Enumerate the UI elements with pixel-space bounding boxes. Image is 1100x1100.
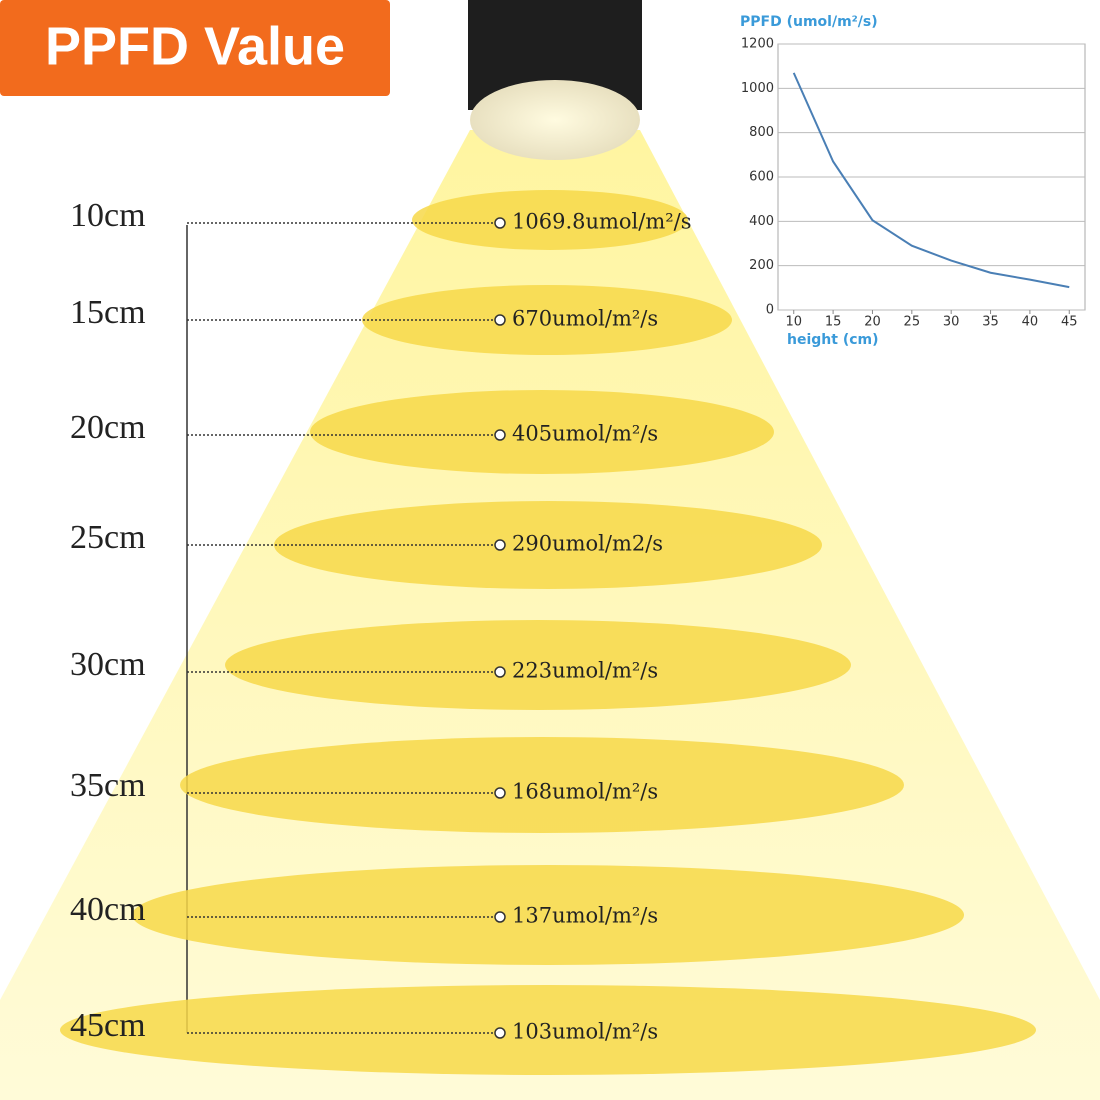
y-tick-label: 800 (749, 125, 774, 140)
light-spot (180, 737, 904, 833)
height-label: 45cm (70, 1007, 146, 1044)
marker (494, 1027, 506, 1039)
y-tick-label: 0 (766, 303, 774, 318)
light-cone (0, 130, 1100, 1100)
reading: 670umol/m²/s (512, 307, 658, 331)
height-label: 20cm (70, 409, 146, 446)
x-tick-label: 40 (1022, 315, 1039, 330)
y-tick-label: 600 (749, 170, 774, 185)
height-label: 30cm (70, 646, 146, 683)
title: PPFD Value (45, 16, 345, 76)
height-label: 15cm (70, 294, 146, 331)
light-spot (225, 620, 851, 710)
marker (494, 539, 506, 551)
x-tick-label: 10 (785, 315, 802, 330)
x-tick-label: 15 (825, 315, 842, 330)
marker (494, 787, 506, 799)
reading: 137umol/m²/s (512, 904, 658, 928)
reading: 223umol/m²/s (512, 659, 658, 683)
light-spot (362, 285, 732, 355)
height-label: 35cm (70, 767, 146, 804)
x-tick-label: 25 (904, 315, 921, 330)
y-tick-label: 200 (749, 258, 774, 273)
marker (494, 429, 506, 441)
y-tick-label: 1000 (741, 81, 774, 96)
y-tick-label: 400 (749, 214, 774, 229)
reading: 1069.8umol/m²/s (512, 210, 692, 234)
light-spot (132, 865, 964, 965)
height-label: 10cm (70, 197, 146, 234)
data-line (792, 72, 1070, 289)
reading: 168umol/m²/s (512, 780, 658, 804)
y-axis-title: PPFD (umol/m²/s) (740, 14, 878, 30)
title-badge (0, 0, 390, 96)
reading: 405umol/m²/s (512, 422, 658, 446)
reading: 103umol/m²/s (512, 1020, 658, 1044)
height-label: 40cm (70, 891, 146, 928)
x-axis-title: height (cm) (787, 332, 879, 348)
x-tick-label: 20 (864, 315, 881, 330)
marker (494, 666, 506, 678)
x-tick-label: 45 (1061, 315, 1078, 330)
light-spot (60, 985, 1036, 1075)
x-tick-label: 30 (943, 315, 960, 330)
lamp-light (470, 80, 640, 160)
marker (494, 911, 506, 923)
light-spot (274, 501, 822, 589)
light-spot (310, 390, 774, 474)
height-label: 25cm (70, 519, 146, 556)
marker (494, 217, 506, 229)
reading: 290umol/m2/s (512, 532, 663, 556)
y-tick-label: 1200 (741, 37, 774, 52)
marker (494, 314, 506, 326)
x-tick-label: 35 (982, 315, 999, 330)
light-spot (412, 190, 688, 250)
